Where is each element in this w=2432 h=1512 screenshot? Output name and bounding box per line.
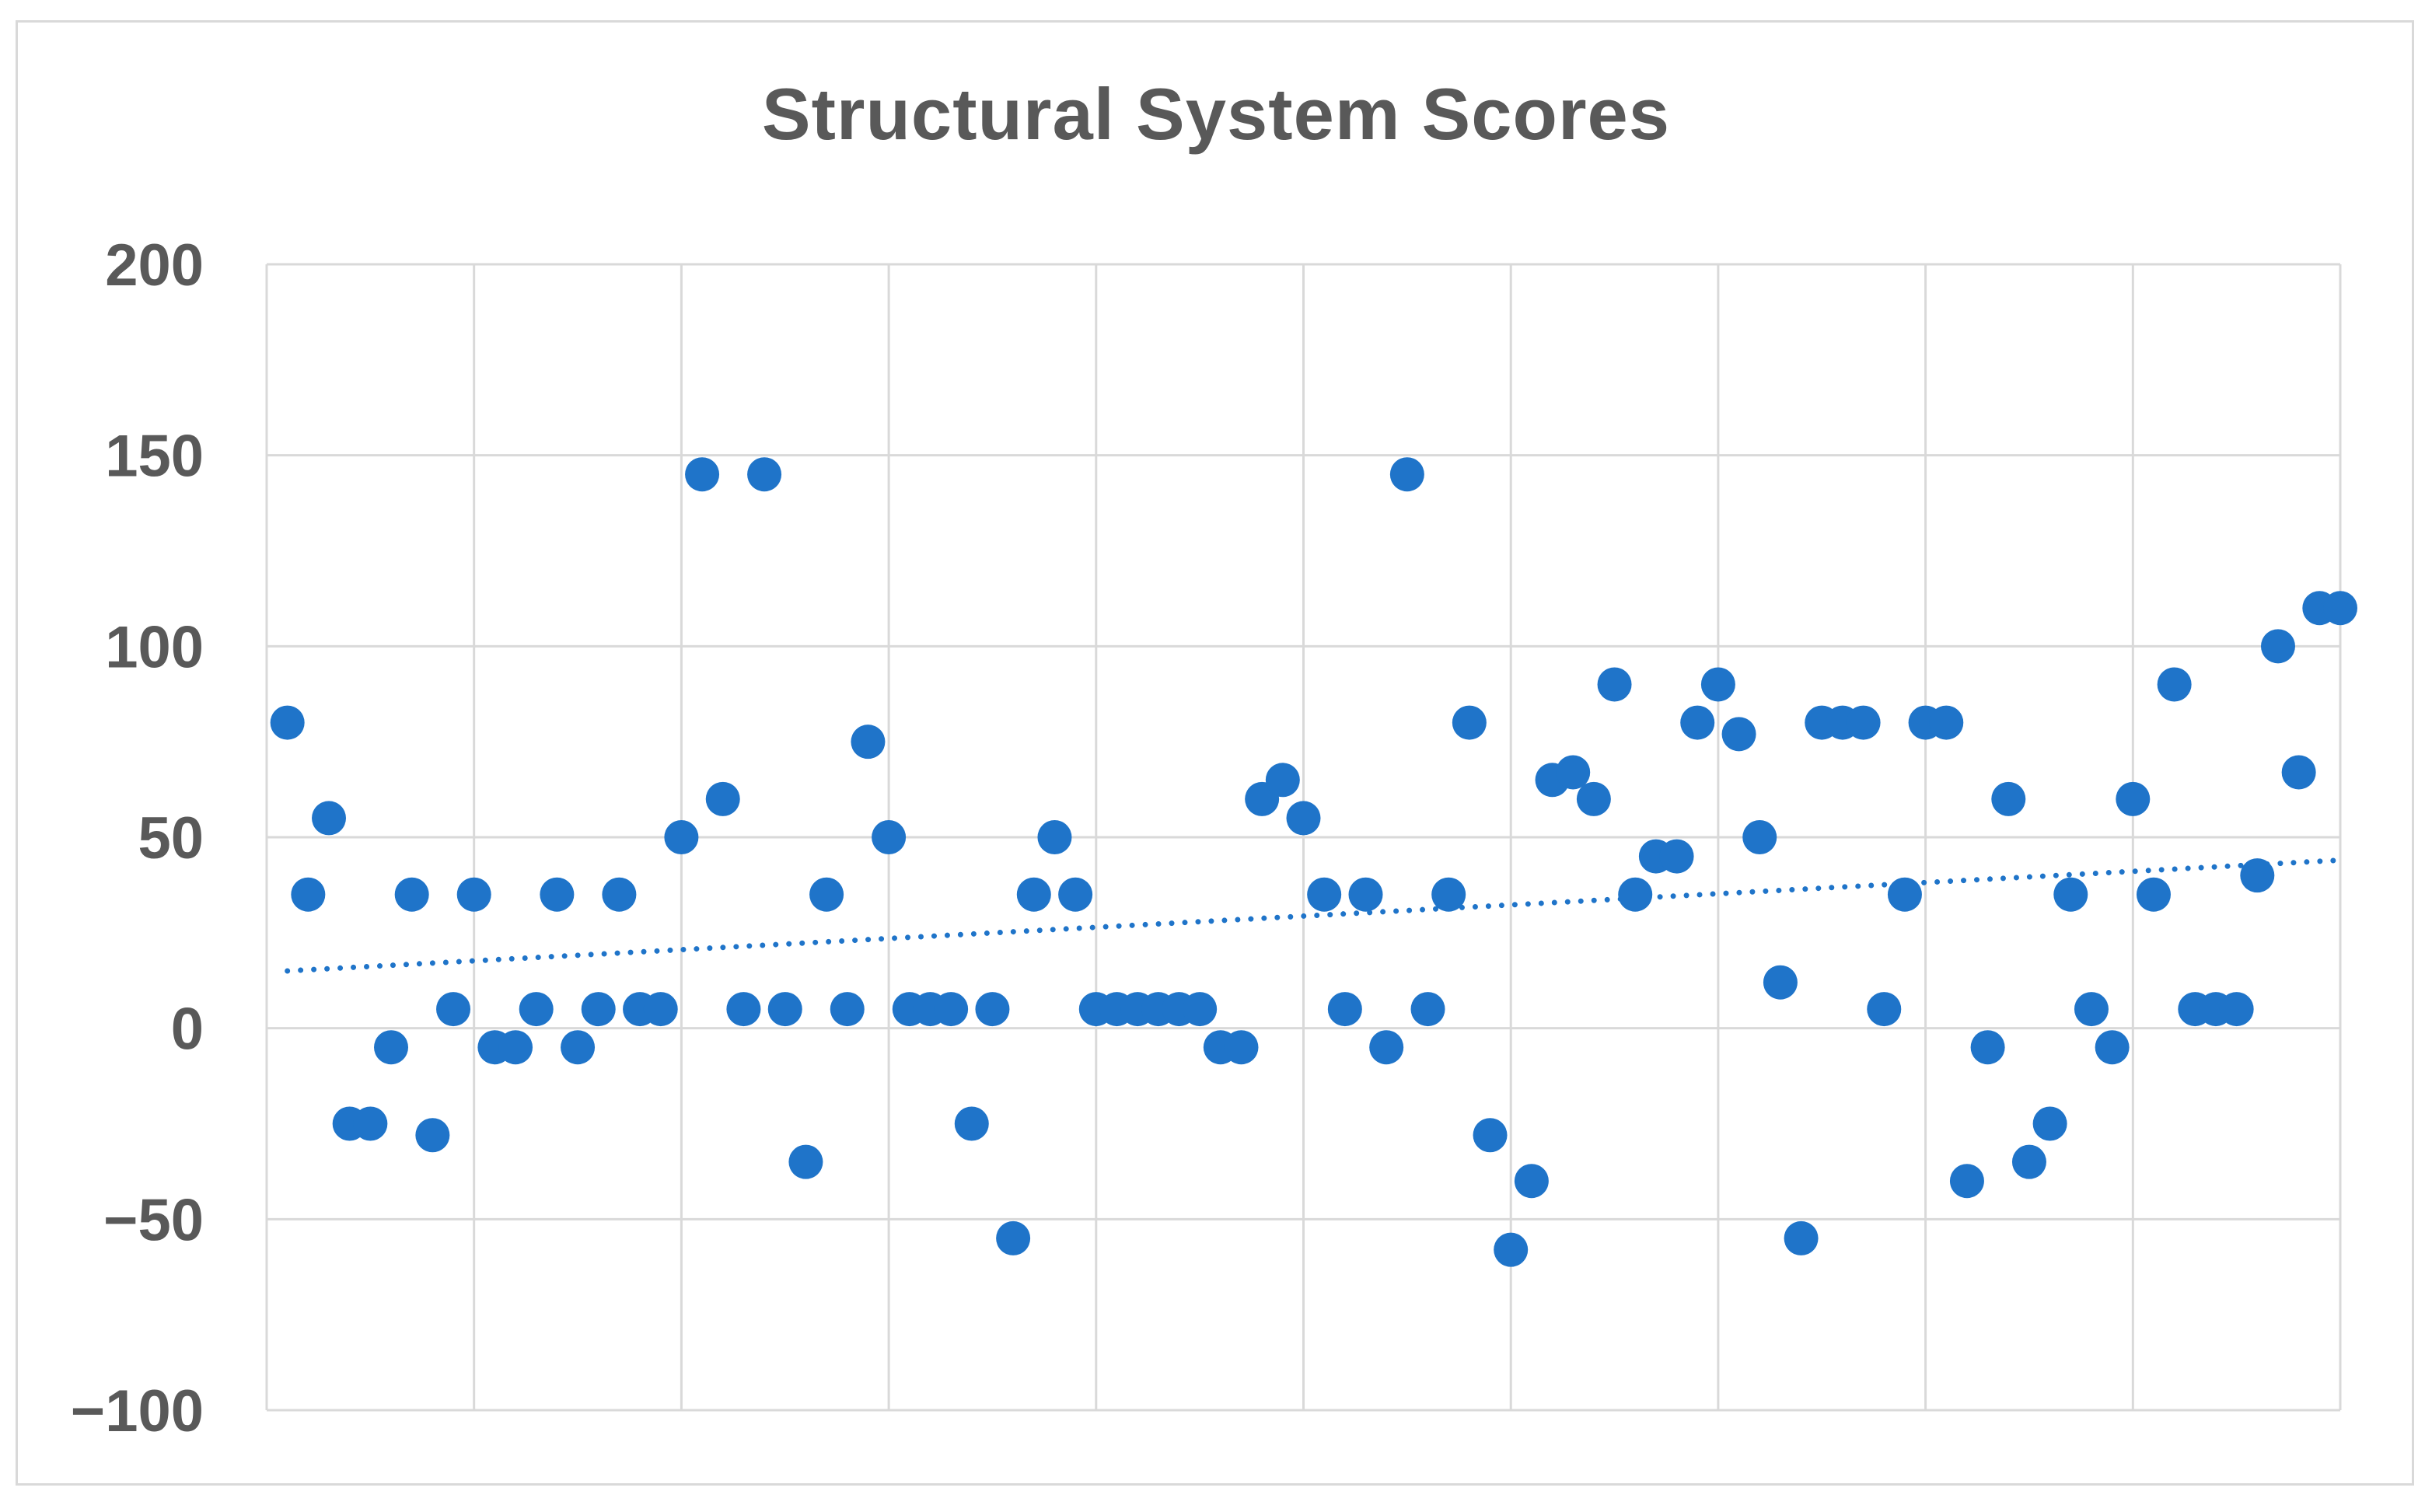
- data-point: [685, 457, 720, 492]
- y-tick-label: 100: [105, 614, 204, 680]
- data-point: [1224, 1030, 1259, 1065]
- data-point: [975, 992, 1010, 1027]
- data-point: [1183, 992, 1218, 1027]
- y-tick-label: 50: [138, 805, 204, 871]
- data-point: [1618, 877, 1653, 912]
- data-point: [2157, 667, 2192, 702]
- data-point: [2095, 1030, 2130, 1065]
- trendline: [285, 857, 2343, 974]
- data-point: [1991, 781, 2026, 816]
- data-point: [830, 992, 865, 1027]
- data-point: [872, 820, 907, 854]
- data-point: [1514, 1164, 1549, 1199]
- data-point: [996, 1220, 1031, 1255]
- horizontal-gridlines: [267, 263, 2340, 1412]
- data-point: [1473, 1118, 1508, 1153]
- data-point: [1867, 992, 1902, 1027]
- data-point: [1887, 877, 1922, 912]
- data-point: [1700, 667, 1735, 702]
- data-point: [561, 1030, 596, 1065]
- data-point: [1452, 705, 1487, 740]
- data-point: [726, 992, 761, 1027]
- data-points: [270, 457, 2357, 1267]
- data-point: [291, 877, 326, 912]
- data-point: [581, 992, 616, 1027]
- data-point: [1970, 1030, 2005, 1065]
- data-point: [934, 992, 969, 1027]
- data-point: [519, 992, 554, 1027]
- data-point: [1389, 457, 1424, 492]
- data-point: [540, 877, 575, 912]
- data-point: [1410, 992, 1445, 1027]
- data-point: [643, 992, 678, 1027]
- trendline-group: [285, 857, 2343, 974]
- data-point: [1742, 820, 1777, 854]
- data-point: [1037, 820, 1072, 854]
- data-point: [1721, 717, 1756, 752]
- data-point: [1576, 781, 1611, 816]
- data-point: [2219, 992, 2254, 1027]
- y-tick-label: 200: [105, 232, 204, 299]
- data-point: [767, 992, 802, 1027]
- chart-title: Structural System Scores: [761, 73, 1671, 155]
- data-point: [1659, 839, 1694, 874]
- data-point: [2011, 1144, 2046, 1179]
- data-point: [1348, 877, 1383, 912]
- data-point: [2116, 781, 2151, 816]
- y-tick-label: 150: [105, 424, 204, 490]
- data-point: [1058, 877, 1093, 912]
- data-point: [1597, 667, 1632, 702]
- data-point: [2281, 755, 2316, 790]
- data-point: [705, 781, 740, 816]
- data-point: [312, 801, 347, 836]
- data-point: [1369, 1030, 1404, 1065]
- y-tick-label: −100: [71, 1378, 204, 1444]
- data-point: [1784, 1220, 1819, 1255]
- data-point: [415, 1118, 450, 1153]
- data-point: [2136, 877, 2171, 912]
- data-point: [2032, 1106, 2067, 1141]
- data-point: [954, 1106, 989, 1141]
- data-point: [394, 877, 429, 912]
- data-point: [1929, 705, 1964, 740]
- data-point: [1307, 877, 1342, 912]
- data-point: [851, 725, 886, 759]
- y-tick-label: 0: [171, 997, 204, 1063]
- data-point: [1327, 992, 1362, 1027]
- data-point: [664, 820, 699, 854]
- data-point: [498, 1030, 533, 1065]
- data-point: [2323, 591, 2357, 626]
- data-point: [1556, 755, 1591, 790]
- data-point: [1846, 705, 1881, 740]
- data-point: [602, 877, 637, 912]
- data-point: [2074, 992, 2109, 1027]
- y-axis-tick-labels: −100 −50 0 50 100 150 200: [71, 232, 204, 1444]
- data-point: [436, 992, 471, 1027]
- data-point: [1016, 877, 1051, 912]
- data-point: [2240, 858, 2275, 893]
- data-point: [1431, 877, 1466, 912]
- data-point: [2260, 629, 2295, 664]
- data-point: [1763, 965, 1798, 1000]
- data-point: [1265, 763, 1300, 798]
- data-point: [456, 877, 491, 912]
- data-point: [1494, 1232, 1529, 1267]
- data-point: [353, 1106, 388, 1141]
- data-point: [1286, 801, 1321, 836]
- data-point: [374, 1030, 409, 1065]
- data-point: [1949, 1164, 1984, 1199]
- y-tick-label: −50: [103, 1187, 204, 1253]
- data-point: [270, 705, 305, 740]
- data-point: [747, 457, 782, 492]
- data-point: [1680, 705, 1715, 740]
- data-point: [809, 877, 844, 912]
- data-point: [788, 1144, 823, 1179]
- data-point: [2053, 877, 2088, 912]
